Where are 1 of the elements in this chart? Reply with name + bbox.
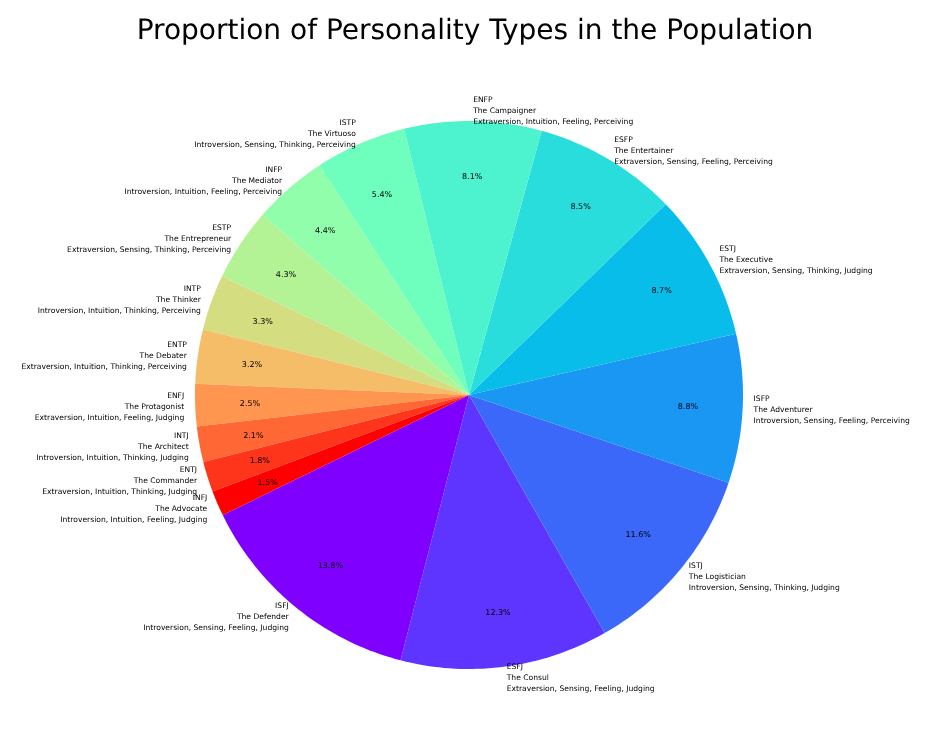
chart-title: Proportion of Personality Types in the Population [136,15,814,47]
